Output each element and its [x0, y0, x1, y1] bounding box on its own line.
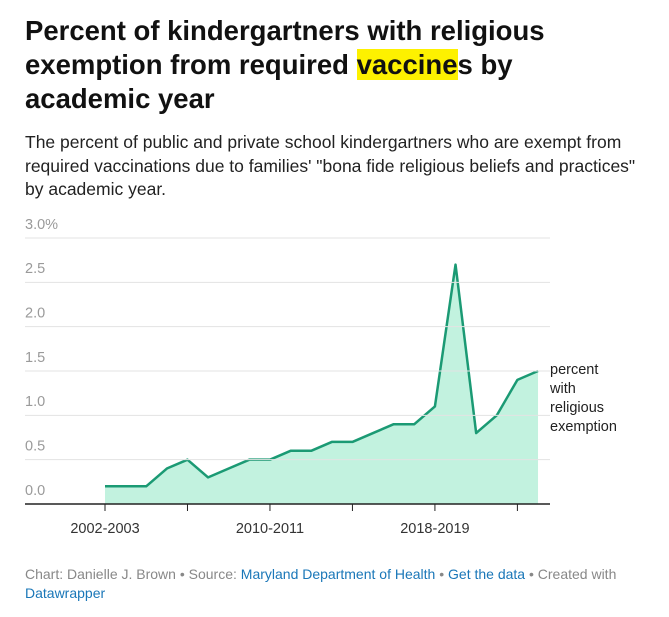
x-tick-label: 2002-2003: [70, 521, 139, 537]
chart-subtitle: The percent of public and private school…: [25, 132, 636, 199]
footer-text: •: [435, 566, 449, 582]
line-label-line: with: [549, 381, 576, 397]
footer-link[interactable]: Datawrapper: [25, 584, 106, 601]
y-tick-label: 0.0: [25, 483, 45, 499]
chart-title: Percent of kindergartners with religious…: [25, 15, 545, 114]
line-label-line: percent: [550, 362, 598, 378]
area: [105, 264, 539, 504]
footer-text: Chart: Danielle J. Brown • Source:: [25, 566, 241, 582]
footer: Chart: Danielle J. Brown • Source: Maryl…: [25, 565, 645, 602]
y-tick-label: 0.5: [25, 438, 45, 454]
y-tick-label: 1.0: [25, 394, 45, 410]
x-tick-label: 2010-2011: [236, 521, 304, 537]
line-label-line: religious: [550, 400, 604, 416]
y-tick-label: 2.0: [25, 305, 45, 321]
footer-link[interactable]: Get the data: [448, 566, 526, 582]
y-tick-label: 2.5: [25, 261, 45, 277]
line-label-line: exemption: [550, 419, 617, 435]
line-label: percent with religious exemption: [549, 362, 617, 435]
x-tick-label: 2018-2019: [400, 521, 469, 537]
footer-text: • Created with: [525, 566, 617, 582]
series: [105, 263, 539, 504]
y-tick-label: 3.0%: [25, 217, 58, 233]
y-tick-label: 1.5: [25, 350, 45, 366]
line: [105, 263, 539, 488]
footer-link[interactable]: Maryland Department of Health: [240, 566, 436, 582]
title-highlight: vaccine: [356, 49, 458, 80]
